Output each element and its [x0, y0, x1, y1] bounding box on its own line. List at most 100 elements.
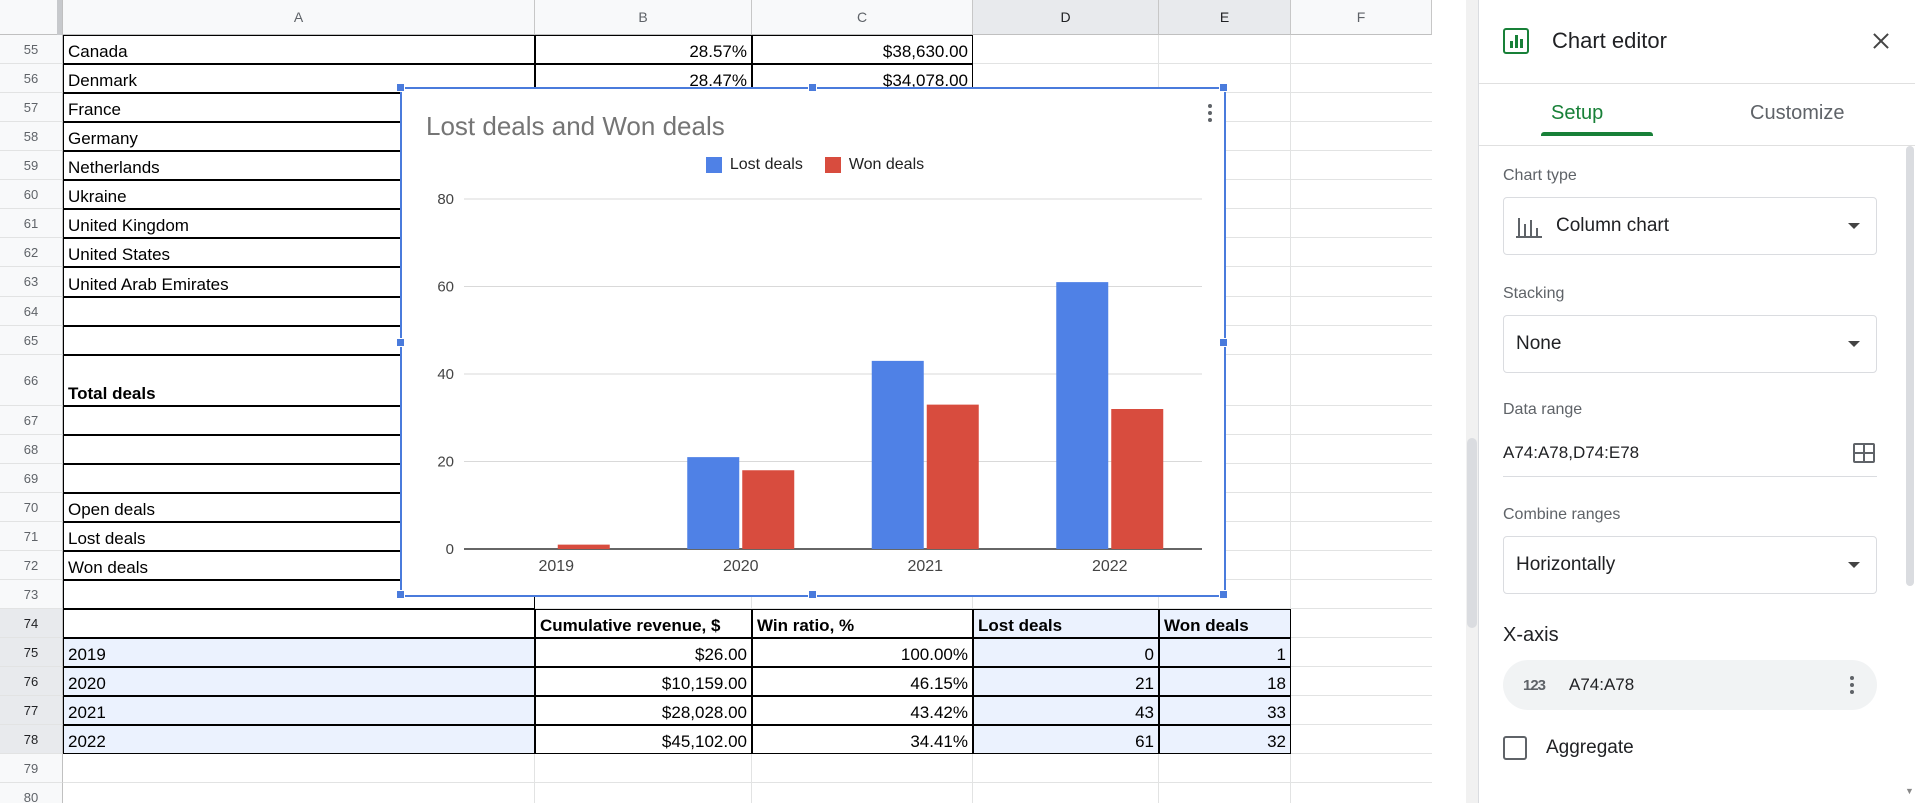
cell-c76[interactable]: 46.15%	[752, 667, 973, 696]
data-range-field[interactable]: A74:A78,D74:E78	[1503, 437, 1877, 477]
panel-scrollbar-thumb[interactable]	[1906, 146, 1914, 586]
cell-d76[interactable]: 21	[973, 667, 1159, 696]
tab-customize[interactable]: Customize	[1750, 102, 1845, 124]
row-header[interactable]: 59	[0, 151, 63, 180]
cell-e76[interactable]: 18	[1159, 667, 1291, 696]
column-header-b[interactable]: B	[535, 0, 752, 35]
resize-handle-bottom[interactable]	[808, 590, 817, 599]
row-header[interactable]: 55	[0, 35, 63, 64]
cell-b77[interactable]: $28,028.00	[535, 696, 752, 725]
chart-menu-icon[interactable]	[1202, 99, 1218, 127]
stacking-dropdown[interactable]: None	[1503, 315, 1877, 373]
column-header-d[interactable]: D	[973, 0, 1159, 35]
chevron-down-icon	[1848, 223, 1860, 229]
cell-c77[interactable]: 43.42%	[752, 696, 973, 725]
bar-lost-2020[interactable]	[687, 457, 740, 549]
cell-a75[interactable]: 2019	[63, 638, 535, 667]
y-tick-label: 0	[446, 541, 454, 558]
resize-handle-right[interactable]	[1219, 338, 1228, 347]
sheet-scrollbar-thumb[interactable]	[1467, 438, 1477, 628]
row-header[interactable]: 56	[0, 64, 63, 93]
cell-d75[interactable]: 0	[973, 638, 1159, 667]
row-header[interactable]: 68	[0, 435, 63, 464]
column-header-a[interactable]: A	[63, 0, 535, 35]
resize-handle-bottom-left[interactable]	[396, 590, 405, 599]
row-header[interactable]: 58	[0, 122, 63, 151]
cell-c74[interactable]: Win ratio, %	[752, 609, 973, 638]
tab-setup[interactable]: Setup	[1551, 102, 1604, 124]
row-header[interactable]: 75	[0, 638, 63, 667]
row-header[interactable]: 73	[0, 580, 63, 609]
cell-d78[interactable]: 61	[973, 725, 1159, 754]
row-header[interactable]: 72	[0, 551, 63, 580]
bar-won-2021[interactable]	[926, 404, 979, 549]
column-header-e[interactable]: E	[1159, 0, 1291, 35]
row-header[interactable]: 66	[0, 355, 63, 406]
chart-editor-icon	[1503, 28, 1529, 54]
sheet-scrollbar-track[interactable]	[1466, 0, 1478, 803]
cell-c78[interactable]: 34.41%	[752, 725, 973, 754]
cell-a56[interactable]: Denmark	[63, 64, 535, 93]
x-tick-label: 2020	[723, 558, 759, 575]
row-header[interactable]: 76	[0, 667, 63, 696]
cell-e77[interactable]: 33	[1159, 696, 1291, 725]
row-header[interactable]: 77	[0, 696, 63, 725]
row-header[interactable]: 60	[0, 180, 63, 209]
row-header[interactable]: 65	[0, 326, 63, 355]
row-header[interactable]: 62	[0, 238, 63, 267]
row-header[interactable]: 61	[0, 209, 63, 238]
cell-d74[interactable]: Lost deals	[973, 609, 1159, 638]
row-header[interactable]: 80	[0, 783, 63, 803]
row-header[interactable]: 79	[0, 754, 63, 783]
x-axis-chip[interactable]: 123 A74:A78	[1503, 660, 1877, 710]
combine-ranges-dropdown[interactable]: Horizontally	[1503, 536, 1877, 594]
cell-c55[interactable]: $38,630.00	[752, 35, 973, 64]
cell-e75[interactable]: 1	[1159, 638, 1291, 667]
cell-a74[interactable]	[63, 609, 535, 638]
bar-lost-2021[interactable]	[871, 360, 924, 549]
cell-d77[interactable]: 43	[973, 696, 1159, 725]
row-header[interactable]: 70	[0, 493, 63, 522]
chart-type-dropdown[interactable]: Column chart	[1503, 197, 1877, 255]
row-header[interactable]: 67	[0, 406, 63, 435]
x-tick-label: 2021	[907, 558, 943, 575]
cell-e74[interactable]: Won deals	[1159, 609, 1291, 638]
column-header-c[interactable]: C	[752, 0, 973, 35]
cell-a77[interactable]: 2021	[63, 696, 535, 725]
row-header[interactable]: 78	[0, 725, 63, 754]
row-header[interactable]: 63	[0, 267, 63, 297]
row-header[interactable]: 57	[0, 93, 63, 122]
bar-lost-2022[interactable]	[1056, 282, 1109, 549]
resize-handle-left[interactable]	[396, 338, 405, 347]
aggregate-checkbox[interactable]	[1503, 736, 1527, 760]
x-tick-label: 2019	[538, 558, 574, 575]
row-header[interactable]: 71	[0, 522, 63, 551]
cell-b76[interactable]: $10,159.00	[535, 667, 752, 696]
column-header-f[interactable]: F	[1291, 0, 1432, 35]
row-header[interactable]: 69	[0, 464, 63, 493]
bar-won-2022[interactable]	[1111, 409, 1164, 549]
cell-b74[interactable]: Cumulative revenue, $	[535, 609, 752, 638]
resize-handle-top[interactable]	[808, 83, 817, 92]
embedded-chart[interactable]: 0 20 40 60 80 2019 2020 2021 2022 Lost deals and…	[396, 83, 1228, 599]
scroll-down-arrow-icon[interactable]: ▼	[1905, 786, 1914, 796]
cell-a55[interactable]: Canada	[63, 35, 535, 64]
bar-won-2020[interactable]	[742, 470, 795, 549]
select-all-corner[interactable]	[0, 0, 63, 35]
cell-a76[interactable]: 2020	[63, 667, 535, 696]
cell-b78[interactable]: $45,102.00	[535, 725, 752, 754]
cell-e78[interactable]: 32	[1159, 725, 1291, 754]
resize-handle-top-right[interactable]	[1219, 83, 1228, 92]
row-header[interactable]: 74	[0, 609, 63, 638]
cell-b55[interactable]: 28.57%	[535, 35, 752, 64]
cell-c75[interactable]: 100.00%	[752, 638, 973, 667]
cell-b75[interactable]: $26.00	[535, 638, 752, 667]
cell-a78[interactable]: 2022	[63, 725, 535, 754]
row-header[interactable]: 64	[0, 297, 63, 326]
bar-won-2019[interactable]	[557, 544, 610, 549]
select-range-grid-icon[interactable]	[1853, 443, 1875, 463]
more-vert-icon[interactable]	[1849, 673, 1855, 697]
resize-handle-bottom-right[interactable]	[1219, 590, 1228, 599]
resize-handle-top-left[interactable]	[396, 83, 405, 92]
close-icon[interactable]	[1868, 28, 1894, 54]
